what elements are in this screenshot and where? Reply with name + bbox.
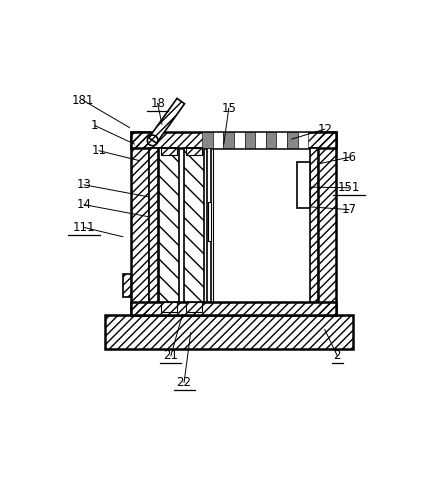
- Text: 21: 21: [163, 349, 178, 362]
- Text: 18: 18: [150, 97, 165, 110]
- Bar: [185, 148, 202, 155]
- Bar: [309, 148, 317, 302]
- Bar: [149, 148, 157, 302]
- Bar: [213, 133, 223, 148]
- Bar: [233, 133, 244, 148]
- Bar: [131, 302, 336, 314]
- Bar: [207, 148, 211, 302]
- Bar: [317, 133, 336, 314]
- Bar: [276, 133, 286, 148]
- Bar: [161, 148, 177, 155]
- Bar: [131, 133, 149, 314]
- Bar: [309, 148, 317, 302]
- Text: 22: 22: [176, 376, 191, 389]
- Bar: [131, 302, 336, 314]
- Polygon shape: [149, 99, 184, 143]
- Bar: [159, 148, 179, 302]
- Bar: [131, 133, 149, 314]
- Bar: [104, 314, 352, 349]
- Bar: [317, 133, 336, 314]
- Bar: [244, 133, 255, 148]
- Bar: [149, 148, 157, 302]
- Text: 181: 181: [72, 94, 94, 107]
- Bar: [202, 133, 213, 148]
- Bar: [185, 148, 202, 155]
- Bar: [296, 162, 309, 208]
- Text: 15: 15: [221, 102, 236, 115]
- Text: 14: 14: [77, 198, 92, 211]
- Bar: [131, 133, 336, 148]
- Text: 111: 111: [73, 221, 95, 234]
- Text: 12: 12: [317, 123, 331, 136]
- Text: 13: 13: [77, 178, 91, 191]
- Bar: [123, 274, 131, 297]
- Text: 151: 151: [337, 181, 359, 194]
- Bar: [223, 133, 233, 148]
- Bar: [286, 133, 297, 148]
- Bar: [184, 148, 204, 302]
- Text: 1: 1: [91, 119, 98, 132]
- Bar: [265, 133, 276, 148]
- Bar: [185, 302, 202, 312]
- Text: 11: 11: [91, 144, 106, 157]
- Bar: [184, 148, 204, 302]
- Text: 16: 16: [341, 151, 356, 164]
- Bar: [161, 302, 177, 312]
- Bar: [161, 302, 177, 312]
- Bar: [297, 133, 308, 148]
- Bar: [185, 302, 202, 312]
- Text: 17: 17: [341, 203, 356, 216]
- Bar: [123, 274, 131, 297]
- Bar: [104, 314, 352, 349]
- Bar: [255, 133, 265, 148]
- Bar: [207, 202, 210, 241]
- Bar: [159, 148, 179, 302]
- Bar: [131, 133, 336, 148]
- Bar: [161, 148, 177, 155]
- Text: 2: 2: [333, 349, 340, 362]
